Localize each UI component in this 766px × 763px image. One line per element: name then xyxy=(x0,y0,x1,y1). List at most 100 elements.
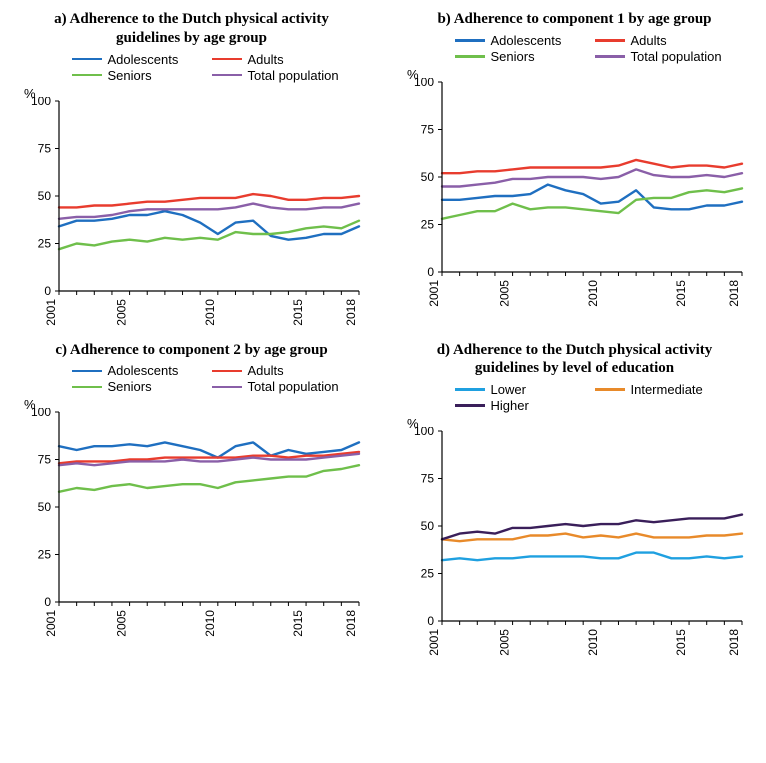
legend-item: Intermediate xyxy=(595,382,735,397)
legend-swatch xyxy=(455,55,485,58)
series-seniors xyxy=(442,188,742,218)
legend-swatch xyxy=(212,370,242,373)
legend-item: Seniors xyxy=(72,379,212,394)
svg-text:2010: 2010 xyxy=(202,610,216,637)
panel-b: b) Adherence to component 1 by age group… xyxy=(393,10,756,331)
legend-swatch xyxy=(595,55,625,58)
svg-text:2018: 2018 xyxy=(727,629,741,656)
svg-text:2001: 2001 xyxy=(427,629,441,656)
svg-text:2015: 2015 xyxy=(674,279,688,306)
legend-b: Adolescents Adults Seniors Total population xyxy=(455,33,735,65)
legend-swatch xyxy=(72,58,102,61)
svg-text:2015: 2015 xyxy=(291,610,305,637)
chart-svg-d: 025507510020012005201020152018 xyxy=(402,427,748,661)
svg-text:100: 100 xyxy=(413,427,433,438)
series-adolescents xyxy=(442,184,742,209)
legend-item: Adolescents xyxy=(72,52,212,67)
svg-text:75: 75 xyxy=(37,453,51,467)
panel-d: d) Adherence to the Dutch physical activ… xyxy=(393,341,756,662)
panel-title: d) Adherence to the Dutch physical activ… xyxy=(415,341,735,379)
svg-text:2018: 2018 xyxy=(344,610,358,637)
svg-text:2005: 2005 xyxy=(497,629,511,656)
svg-text:75: 75 xyxy=(37,141,51,155)
legend-label: Adolescents xyxy=(108,52,179,67)
svg-text:75: 75 xyxy=(420,472,434,486)
svg-text:0: 0 xyxy=(44,595,51,609)
legend-label: Higher xyxy=(491,398,529,413)
legend-a: AdolescentsAdultsSeniorsTotal population xyxy=(72,52,352,84)
legend-swatch xyxy=(72,74,102,77)
legend-item: Adults xyxy=(595,33,735,48)
series-intermediate xyxy=(442,534,742,542)
svg-text:50: 50 xyxy=(420,170,434,184)
legend-swatch xyxy=(212,58,242,61)
legend-item: Adults xyxy=(212,363,352,378)
svg-text:2010: 2010 xyxy=(585,629,599,656)
panel-a: a) Adherence to the Dutch physical activ… xyxy=(10,10,373,331)
svg-text:2015: 2015 xyxy=(291,298,305,325)
series-seniors xyxy=(59,465,359,492)
svg-text:0: 0 xyxy=(427,265,434,279)
svg-text:2001: 2001 xyxy=(427,279,441,306)
svg-text:100: 100 xyxy=(30,408,50,419)
svg-text:0: 0 xyxy=(44,284,51,298)
svg-text:100: 100 xyxy=(30,97,50,108)
legend-swatch xyxy=(212,74,242,77)
svg-text:25: 25 xyxy=(37,548,51,562)
svg-text:2005: 2005 xyxy=(114,610,128,637)
svg-text:50: 50 xyxy=(37,500,51,514)
svg-text:2018: 2018 xyxy=(727,279,741,306)
svg-text:75: 75 xyxy=(420,122,434,136)
series-adults xyxy=(442,160,742,173)
panel-title: a) Adherence to the Dutch physical activ… xyxy=(32,10,352,48)
svg-text:100: 100 xyxy=(413,78,433,89)
legend-item: Total population xyxy=(212,68,352,83)
legend-label: Seniors xyxy=(108,68,152,83)
legend-c: AdolescentsAdultsSeniorsTotal population xyxy=(72,363,352,395)
panel-c: c) Adherence to component 2 by age group… xyxy=(10,341,373,662)
svg-text:2015: 2015 xyxy=(674,629,688,656)
legend-swatch xyxy=(595,388,625,391)
legend-swatch xyxy=(72,370,102,373)
legend-swatch xyxy=(455,388,485,391)
svg-text:2010: 2010 xyxy=(585,279,599,306)
chart-grid: a) Adherence to the Dutch physical activ… xyxy=(10,10,756,661)
legend-label: Lower xyxy=(491,382,526,397)
svg-text:2005: 2005 xyxy=(114,298,128,325)
legend-item: Higher xyxy=(455,398,595,413)
legend-label: Adults xyxy=(248,363,284,378)
legend-label: Total population xyxy=(631,49,722,64)
legend-swatch xyxy=(595,39,625,42)
legend-label: Intermediate xyxy=(631,382,703,397)
chart-svg-b: 0 25 50 75 100 2001 2005 2010 2015 2018 xyxy=(402,78,748,312)
svg-text:25: 25 xyxy=(37,236,51,250)
chart-svg-a: 0 25 50 75 100 2001 2005 2010 2015 2018 xyxy=(19,97,365,331)
svg-text:50: 50 xyxy=(420,519,434,533)
svg-text:25: 25 xyxy=(420,217,434,231)
svg-text:2018: 2018 xyxy=(344,298,358,325)
svg-text:2001: 2001 xyxy=(44,610,58,637)
legend-swatch xyxy=(72,386,102,389)
legend-item: Seniors xyxy=(72,68,212,83)
svg-text:50: 50 xyxy=(37,189,51,203)
legend-label: Total population xyxy=(248,379,339,394)
chart-svg-c: 0 25 50 75 100 2001 2005 2010 2015 2018 xyxy=(19,408,365,642)
svg-text:2005: 2005 xyxy=(497,279,511,306)
legend-label: Adults xyxy=(631,33,667,48)
series-adults xyxy=(59,194,359,207)
legend-item: Adolescents xyxy=(455,33,595,48)
svg-text:2001: 2001 xyxy=(44,298,58,325)
legend-swatch xyxy=(455,39,485,42)
legend-label: Seniors xyxy=(108,379,152,394)
legend-item: Lower xyxy=(455,382,595,397)
legend-item: Total population xyxy=(595,49,735,64)
legend-d: Lower Intermediate Higher xyxy=(455,382,735,414)
panel-title: b) Adherence to component 1 by age group xyxy=(437,10,711,29)
svg-text:25: 25 xyxy=(420,567,434,581)
legend-swatch xyxy=(212,386,242,389)
legend-label: Adolescents xyxy=(491,33,562,48)
legend-item: Seniors xyxy=(455,49,595,64)
panel-title: c) Adherence to component 2 by age group xyxy=(55,341,327,360)
svg-text:2010: 2010 xyxy=(202,298,216,325)
legend-swatch xyxy=(455,404,485,407)
